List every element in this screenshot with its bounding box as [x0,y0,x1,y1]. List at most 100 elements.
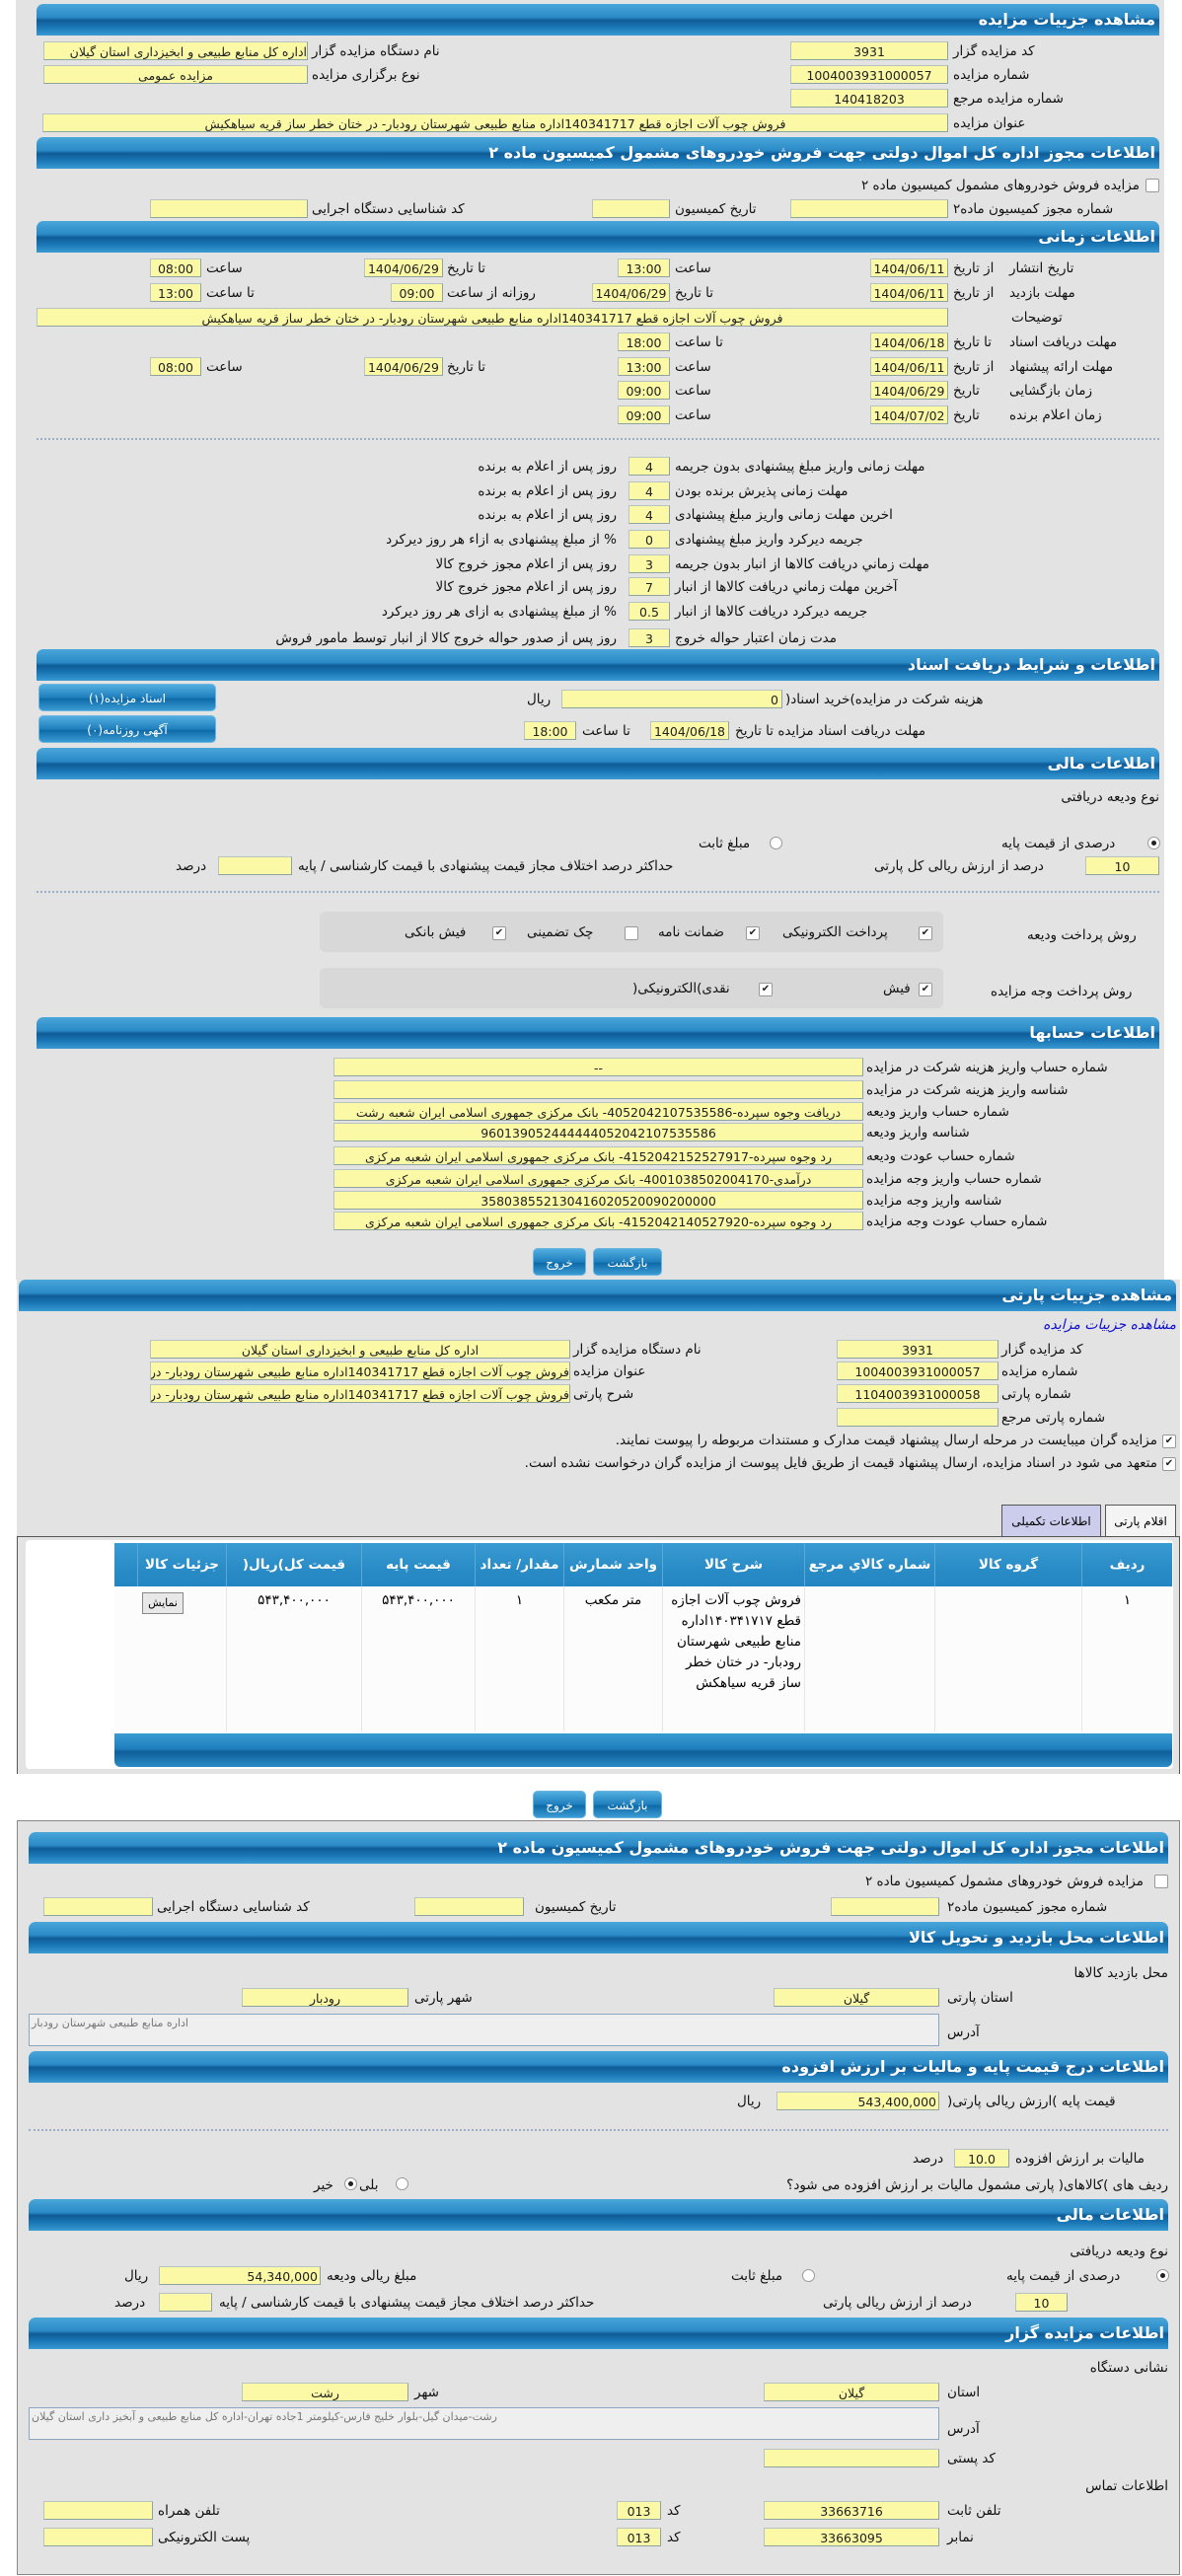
account-value-field: 358038552130416020520090200000 [333,1191,863,1210]
max-diff-field [159,2293,212,2312]
deposit-method-checkbox[interactable]: ✔ [919,926,932,940]
auction-subject-label: عنوان مزایده [953,115,1026,131]
tab-lot-items[interactable]: اقلام پارتی [1105,1505,1176,1537]
phone-code-field: 013 [617,2501,661,2520]
fixed-radio-label: مبلغ ثابت [731,2268,783,2284]
permit-checkbox[interactable] [1154,1875,1168,1888]
payment-methods-box [320,968,943,1008]
fixed-radio[interactable] [770,837,782,849]
max-diff-field [218,856,292,875]
account-value-field: -- [333,1058,863,1076]
org-province-label: استان [947,2385,981,2400]
lot-address-textarea[interactable]: اداره منابع طبیعی شهرستان رودبار [29,2014,939,2046]
time-label: ساعت [675,383,711,399]
auction-ref-field: 140418203 [790,89,948,108]
fixed-radio[interactable] [802,2269,815,2282]
exit-button[interactable]: خروج [533,1791,586,1818]
org-field: اداره کل منابع طبیعی و ابخیزداری استان گ… [43,41,308,60]
offer-to-field: 1404/06/29 [364,357,443,376]
exec-id-field [43,1897,153,1916]
term-suffix: % از مبلغ پیشنهادی به ازاء هر روز دیرکرد [386,532,617,548]
mobile-label: تلفن همراه [158,2503,220,2519]
percent-radio[interactable] [1147,837,1160,849]
table-cell: فروش چوب آلات اجازه قطع ۱۴۰۳۴۱۷۱۷اداره م… [662,1586,804,1731]
section-header-accounts: اطلاعات حسابها [37,1017,1159,1049]
auctioneer-code-field: 3931 [790,41,948,60]
percent-unit-label: درصد [913,2151,944,2167]
payment-method-checkbox[interactable]: ✔ [919,983,932,996]
vat-yes-label: بلی [359,2177,379,2193]
from-date-label: از تاریخ [953,260,995,276]
term-value-field: 4 [628,481,670,500]
deposit-method-checkbox[interactable] [625,926,638,940]
column-header: مقدار/ تعداد [475,1543,563,1586]
tab-extra-info[interactable]: اطلاعات تکمیلی [1001,1505,1101,1537]
rial-label: ریال [527,692,552,707]
org-address-label: آدرس [947,2421,980,2437]
opening-date-field: 1404/06/29 [870,381,948,400]
from-date-label: از تاریخ [953,359,995,375]
doc-deadline-label: مهلت دریافت اسناد مزایده تا تاریخ [735,723,926,739]
publish-label: تاریخ انتشار [1009,260,1074,276]
no-file-offer-checkbox[interactable]: ✔ [1162,1457,1176,1471]
no-file-offer-label: متعهد می شود در اسناد مزایده، ارسال پیشن… [524,1455,1157,1471]
section-header-finance: اطلاعات مالی [37,748,1159,779]
phone-label: تلفن ثابت [947,2503,1001,2519]
exit-button[interactable]: خروج [533,1248,586,1276]
term-suffix: روز پس از اعلام به برنده [478,459,617,475]
term-label: مهلت زماني دريافت كالاها از انبار بدون ج… [675,556,930,572]
offer-from-time-field: 13:00 [618,357,670,376]
column-header: شرح کالا [662,1543,804,1586]
doc-deadline-time-field: 18:00 [524,721,576,740]
vat-yes-radio[interactable] [396,2177,408,2190]
auction-ref-label: شماره مزایده مرجع [953,91,1064,107]
back-button[interactable]: بازگشت [593,1791,662,1818]
date-label: تاریخ [953,383,980,399]
org-address-textarea[interactable]: رشت-میدان گیل-بلوار خلیج فارس-کیلومتر 1ج… [29,2407,939,2440]
auction-docs-button[interactable]: اسناد مزایده(۱) [38,684,216,711]
column-header: قیمت کل)ریال( [226,1543,361,1586]
permit-date-label: تاریخ کمیسیون [675,201,757,217]
term-suffix: روز پس از صدور حواله خروج کالا از انبار … [275,630,617,646]
postal-code-field [764,2449,939,2467]
table-cell: ۱ [1081,1586,1172,1731]
table-cell: ۵۴۳,۴۰۰,۰۰۰ [361,1586,475,1731]
lot-city-label: شهر پارتی [414,1990,473,2006]
account-value-field: درآمدی-4001038502004170- بانک مرکزی جمهو… [333,1169,863,1188]
permit-checkbox-label: مزایده فروش خودروهای مشمول کمیسیون ماده … [860,178,1140,193]
percent-radio[interactable] [1156,2269,1169,2282]
permit-date-field [592,199,670,218]
deposit-method-label: پرداخت الکترونیکی [782,924,888,940]
time-label: ساعت [675,407,711,423]
deposit-method-checkbox[interactable]: ✔ [746,926,760,940]
table-cell: ۱ [475,1586,563,1731]
payment-method-checkbox[interactable]: ✔ [759,983,773,996]
term-label: مهلت زمانی پذیرش برنده بودن [675,483,849,499]
deposit-type-label: نوع ودیعه دریافتی [1061,789,1159,805]
deposit-method-label: چک تضمینی [527,924,594,940]
show-item-details-button[interactable]: نمایش [142,1592,184,1614]
newspaper-ad-button[interactable]: آگهی روزنامه(۰) [38,715,216,743]
daily-from-label: روزانه از ساعت [447,285,536,301]
to-date-label: تا تاریخ [447,359,486,375]
desc-field: فروش چوب آلات اجازه قطع 140341717اداره م… [37,308,948,327]
lot-auctioneer-code-label: کد مزایده گزار [1001,1342,1083,1358]
divider [29,2129,1168,2131]
deposit-method-label: فیش بانکی [405,924,467,940]
term-value-field: 4 [628,457,670,476]
deposit-method-checkbox[interactable]: ✔ [492,926,506,940]
max-diff-label: حداکثر درصد اختلاف مجاز قیمت پیشنهادی با… [298,858,674,874]
lot-province-label: استان پارتی [947,1990,1013,2006]
permit-checkbox[interactable] [1145,179,1159,192]
term-label: جریمه دیرکرد دریافت کالاها از انبار [675,604,868,620]
section-header-visit: اطلاعات محل بازدید و تحویل کالا [29,1922,1168,1953]
grid-footer [114,1733,1172,1767]
attach-docs-checkbox[interactable]: ✔ [1162,1435,1176,1448]
account-label: شماره حساب واریز وجه مزایده [866,1171,1042,1187]
back-button[interactable]: بازگشت [593,1248,662,1276]
visit-daily-from-field: 09:00 [391,283,443,302]
auction-details-link[interactable]: مشاهده جزییات مزایده [1043,1317,1176,1333]
account-label: شماره حساب واریز ودیعه [866,1104,1009,1120]
vat-no-radio[interactable] [344,2177,357,2190]
deposit-method-label: روش پرداخت ودیعه [1027,927,1137,943]
